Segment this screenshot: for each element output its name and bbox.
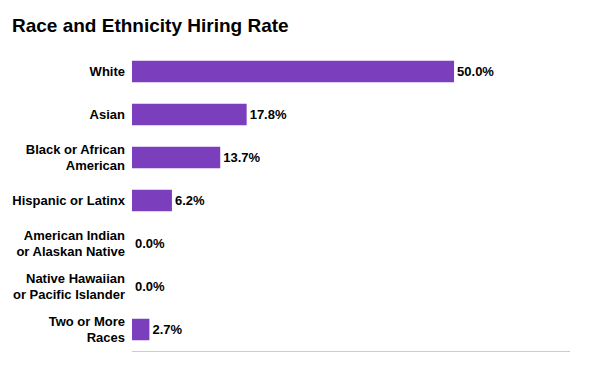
svg-text:White: White	[90, 64, 125, 79]
svg-text:Hispanic or Latinx: Hispanic or Latinx	[12, 193, 125, 208]
svg-text:0.0%: 0.0%	[135, 236, 165, 251]
svg-text:6.2%: 6.2%	[175, 193, 205, 208]
svg-text:17.8%: 17.8%	[250, 107, 287, 122]
svg-text:50.0%: 50.0%	[457, 64, 494, 79]
svg-text:Black or AfricanAmerican: Black or AfricanAmerican	[26, 142, 125, 174]
svg-text:2.7%: 2.7%	[152, 322, 182, 337]
svg-text:Asian: Asian	[90, 107, 125, 122]
svg-text:Two or MoreRaces: Two or MoreRaces	[49, 314, 125, 346]
svg-text:0.0%: 0.0%	[135, 279, 165, 294]
svg-text:Native Hawaiianor Pacific Isla: Native Hawaiianor Pacific Islander	[13, 271, 125, 303]
svg-text:13.7%: 13.7%	[223, 150, 260, 165]
svg-text:Race and Ethnicity Hiring Rate: Race and Ethnicity Hiring Rate	[12, 15, 289, 36]
svg-text:American Indianor Alaskan Nati: American Indianor Alaskan Native	[16, 228, 125, 260]
